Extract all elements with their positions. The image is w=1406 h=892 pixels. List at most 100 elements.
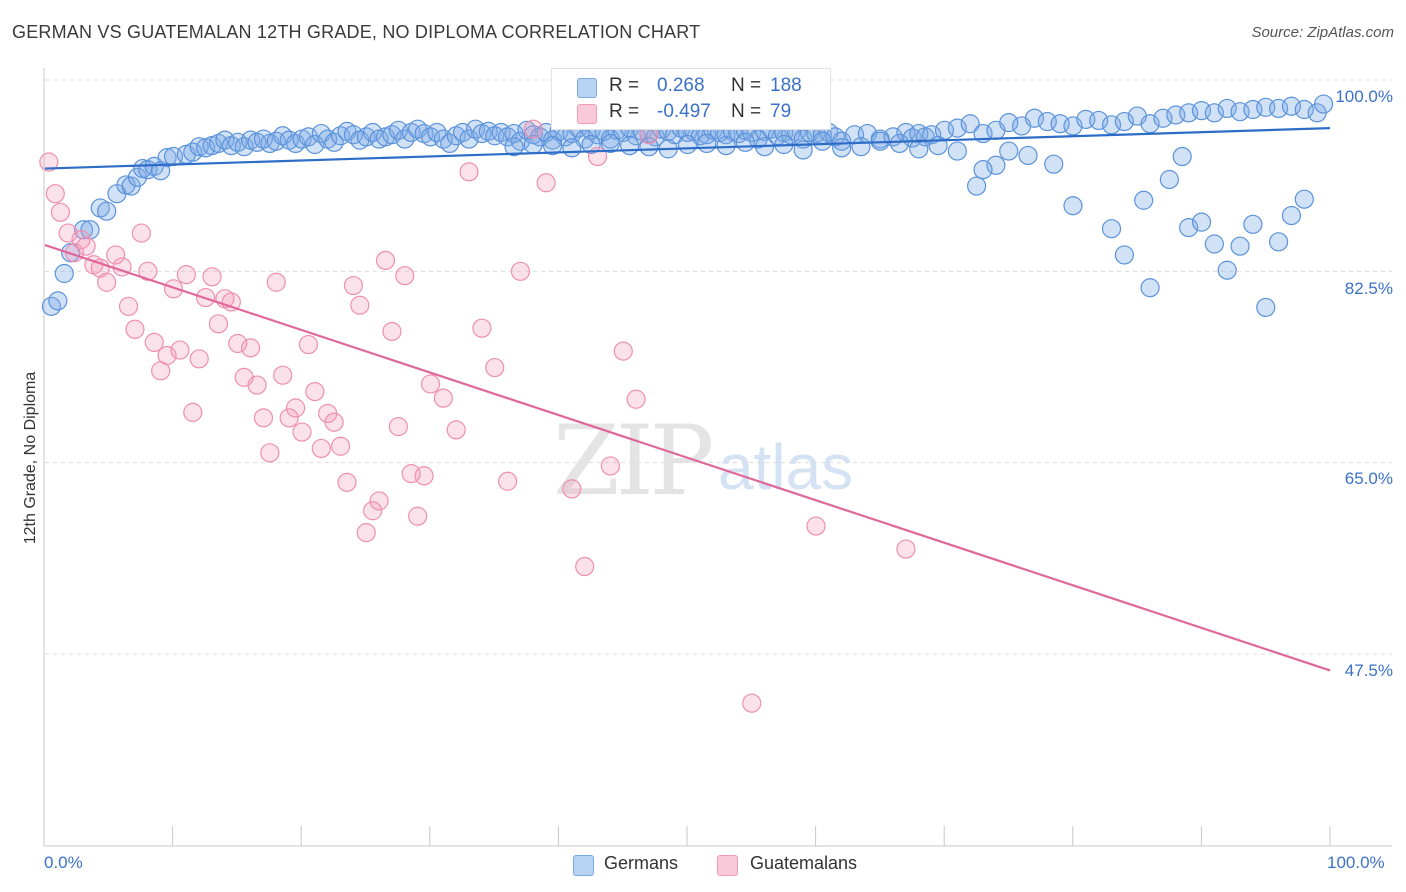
german-point <box>735 132 755 152</box>
guatemalan-point <box>157 345 177 366</box>
guatemalan-point <box>266 272 286 292</box>
guatemalan-point <box>446 420 466 440</box>
guatemalan-point <box>575 556 595 577</box>
guatemalan-point <box>350 295 370 315</box>
guatemalan-swatch <box>577 104 597 124</box>
german-point <box>1256 297 1276 318</box>
german-point <box>967 176 987 196</box>
guatemalan-point <box>228 333 248 354</box>
guatemalan-point <box>363 501 383 521</box>
guatemalan-point <box>896 539 916 559</box>
german-point <box>1063 196 1083 216</box>
german-point <box>960 114 980 134</box>
chart-title: GERMAN VS GUATEMALAN 12TH GRADE, NO DIPL… <box>12 22 701 42</box>
guatemalan-point <box>433 388 453 408</box>
german-point <box>986 155 1006 175</box>
guatemalan-point <box>485 357 505 378</box>
y-tick-label: 65.0% <box>1344 469 1393 488</box>
guatemalan-point <box>118 296 139 316</box>
guatemalan-point <box>131 223 151 243</box>
guatemalan-point <box>273 365 293 385</box>
german-point <box>1044 154 1064 174</box>
r-value: 0.268 <box>657 75 705 96</box>
legend: R = 0.268 N = 188 R = -0.497 N = 79 <box>551 68 831 130</box>
german-point <box>677 134 698 155</box>
guatemalan-point <box>305 382 325 402</box>
guatemalan-point <box>90 258 110 278</box>
guatemalan-point <box>144 332 164 352</box>
r-value: -0.497 <box>657 101 711 122</box>
german-point <box>54 263 74 284</box>
guatemalan-point <box>395 266 415 286</box>
german-point <box>581 134 601 155</box>
guatemalan-point <box>253 408 274 428</box>
guatemalan-point <box>600 456 621 476</box>
german-point <box>504 137 524 157</box>
guatemalan-point <box>106 245 126 265</box>
guatemalans-legend-label: Guatemalans <box>750 853 858 873</box>
german-point <box>1179 218 1199 238</box>
germans-legend-swatch <box>573 855 594 876</box>
german-trend-line <box>44 127 1331 170</box>
german-point <box>157 148 177 168</box>
r-label: R = <box>609 101 640 122</box>
german-point <box>812 131 833 151</box>
guatemalan-point <box>613 341 633 361</box>
guatemalan-point <box>523 119 543 139</box>
german-point <box>1230 236 1250 256</box>
guatemalan-point <box>176 265 196 285</box>
german-point <box>973 160 993 180</box>
n-value: 79 <box>770 101 792 122</box>
german-point <box>922 125 942 145</box>
guatemalan-point <box>76 236 96 256</box>
german-point <box>542 136 563 156</box>
german-point <box>1294 189 1314 209</box>
german-point <box>600 133 621 154</box>
guatemalan-point <box>626 389 646 409</box>
guatemalan-point <box>472 318 492 338</box>
german-point <box>1159 169 1179 190</box>
german-point <box>1191 212 1212 232</box>
german-point <box>1281 205 1302 226</box>
german-swatch <box>577 78 597 98</box>
german-point <box>1140 278 1160 298</box>
guatemalan-point <box>125 319 145 339</box>
guatemalan-point <box>356 523 376 543</box>
guatemalan-point <box>408 506 428 526</box>
guatemalan-point <box>324 412 344 432</box>
guatemalan-point <box>45 184 65 204</box>
guatemalan-point <box>420 374 441 394</box>
guatemalan-point <box>536 173 556 193</box>
german-point <box>947 118 967 138</box>
german-point <box>1217 260 1237 280</box>
german-point <box>999 141 1019 161</box>
guatemalan-point <box>202 267 222 287</box>
german-point <box>851 137 871 157</box>
german-point <box>1204 234 1224 254</box>
german-point <box>48 291 68 311</box>
n-label: N = <box>731 75 762 96</box>
guatemalan-point <box>337 472 357 492</box>
guatemalans-legend-swatch <box>717 855 738 876</box>
guatemalan-point <box>414 466 434 486</box>
guatemalan-point <box>369 491 389 511</box>
german-point <box>947 141 967 161</box>
german-point <box>440 133 460 154</box>
guatemalan-point <box>292 422 312 442</box>
german-point <box>1114 111 1135 132</box>
german-point <box>1204 103 1224 123</box>
guatemalan-point <box>163 279 184 299</box>
german-point <box>1268 232 1289 252</box>
x-tick-label: 100.0% <box>1327 853 1385 872</box>
german-point <box>909 139 929 159</box>
german-point <box>97 201 117 221</box>
guatemalan-point <box>562 479 582 499</box>
german-point <box>889 133 910 154</box>
guatemalan-point <box>459 162 479 182</box>
guatemalan-point <box>189 349 209 369</box>
n-value: 188 <box>770 75 802 96</box>
german-point <box>305 134 325 155</box>
german-point <box>459 129 479 149</box>
y-tick-label: 82.5% <box>1344 279 1393 298</box>
